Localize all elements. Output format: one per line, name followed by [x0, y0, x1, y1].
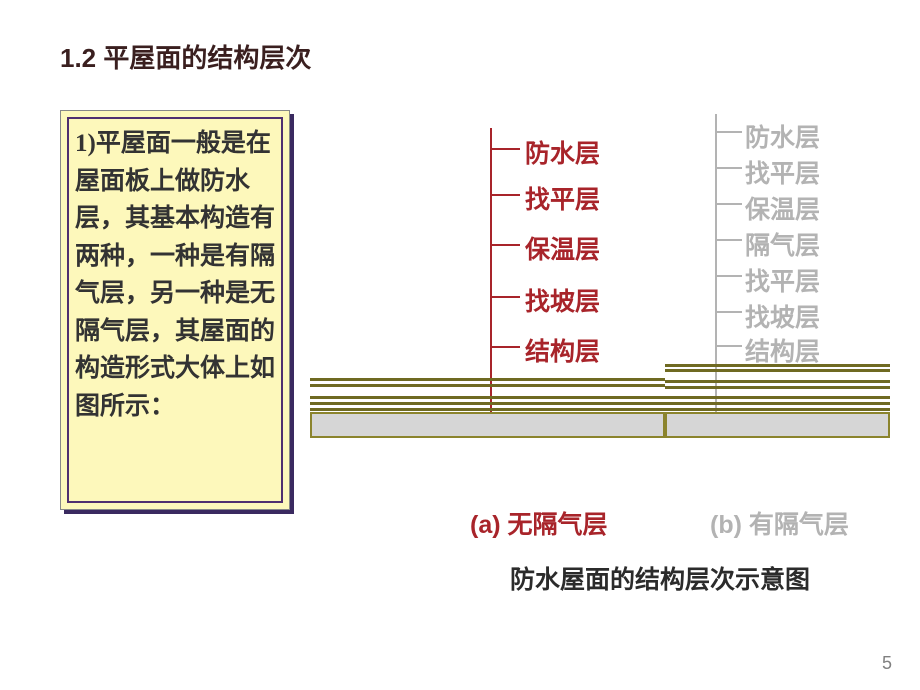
right-strip: [665, 396, 890, 399]
left-layer-label: 保温层: [525, 230, 600, 266]
left-layer-label: 防水层: [525, 134, 600, 170]
description-text: 1)平屋面一般是在屋面板上做防水层，其基本构造有两种，一种是有隔气层，另一种是无…: [75, 125, 279, 425]
left-strip: [310, 396, 665, 399]
description-box-inner: 1)平屋面一般是在屋面板上做防水层，其基本构造有两种，一种是有隔气层，另一种是无…: [67, 117, 283, 503]
right-strip: [665, 386, 890, 389]
left-layer-label: 结构层: [525, 332, 600, 368]
caption-b: (b) 有隔气层: [710, 505, 849, 541]
left-leader-tick: [490, 244, 520, 246]
right-strip: [665, 402, 890, 405]
right-strip: [665, 380, 890, 383]
right-strip: [665, 369, 890, 372]
caption-main: 防水屋面的结构层次示意图: [510, 560, 810, 596]
right-layer-label: 找坡层: [745, 298, 820, 334]
right-base-outline: [665, 412, 890, 438]
right-leader-tick: [715, 239, 742, 241]
right-leader-tick: [715, 275, 742, 277]
roof-layers-diagram: 防水层找平层保温层找坡层结构层防水层找平层保温层隔气层找平层找坡层结构层(a) …: [310, 110, 890, 580]
right-layer-label: 保温层: [745, 190, 820, 226]
right-leader-tick: [715, 167, 742, 169]
left-layer-label: 找平层: [525, 180, 600, 216]
description-box: 1)平屋面一般是在屋面板上做防水层，其基本构造有两种，一种是有隔气层，另一种是无…: [60, 110, 290, 510]
right-leader-tick: [715, 203, 742, 205]
right-layer-label: 找平层: [745, 262, 820, 298]
left-leader-tick: [490, 296, 520, 298]
right-layer-label: 防水层: [745, 118, 820, 154]
left-strip: [310, 402, 665, 405]
right-layer-label: 隔气层: [745, 226, 820, 262]
left-leader-tick: [490, 148, 520, 150]
right-layer-label: 结构层: [745, 332, 820, 368]
right-leader-tick: [715, 345, 742, 347]
left-leader-tick: [490, 194, 520, 196]
left-strip: [310, 384, 665, 387]
right-strip: [665, 364, 890, 367]
right-leader-tick: [715, 131, 742, 133]
left-layer-label: 找坡层: [525, 282, 600, 318]
section-heading: 1.2 平屋面的结构层次: [60, 38, 311, 75]
left-base-outline: [310, 412, 665, 438]
page-number: 5: [882, 653, 892, 674]
left-strip: [310, 378, 665, 381]
right-leader-tick: [715, 311, 742, 313]
right-layer-label: 找平层: [745, 154, 820, 190]
caption-a: (a) 无隔气层: [470, 505, 608, 541]
right-strip: [665, 408, 890, 411]
left-leader-tick: [490, 346, 520, 348]
left-strip: [310, 408, 665, 411]
